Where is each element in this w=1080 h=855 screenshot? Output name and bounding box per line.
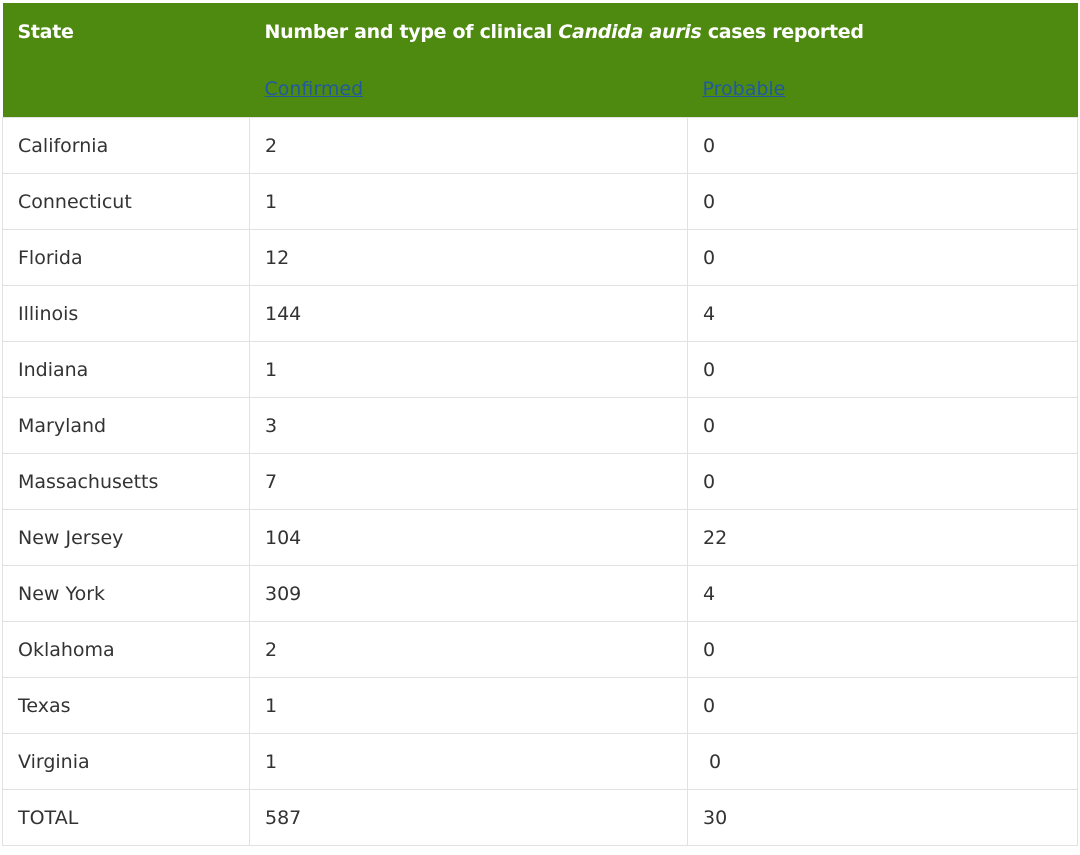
- table-row: Texas 1 0: [2, 677, 1079, 734]
- confirmed-cell: 1: [249, 733, 688, 790]
- candida-auris-cases-table: State Number and type of clinical Candid…: [2, 3, 1079, 846]
- probable-cell: 4: [686, 565, 1079, 622]
- state-cell: Florida: [2, 229, 250, 286]
- state-column-header: State: [2, 3, 250, 61]
- probable-cell: 0: [686, 341, 1079, 398]
- header-spacer: [2, 61, 250, 118]
- probable-column-header: Probable: [687, 61, 1078, 118]
- probable-cell: 4: [686, 285, 1079, 342]
- table-row: Florida 12 0: [2, 229, 1079, 286]
- state-cell: TOTAL: [2, 789, 250, 846]
- confirmed-cell: 2: [249, 117, 688, 174]
- confirmed-cell: 1: [249, 677, 688, 734]
- probable-cell: 0: [686, 677, 1079, 734]
- table-row: Maryland 3 0: [2, 397, 1079, 454]
- probable-cell: 0: [686, 453, 1079, 510]
- state-cell: Connecticut: [2, 173, 250, 230]
- confirmed-link[interactable]: Confirmed: [264, 78, 364, 100]
- confirmed-cell: 2: [249, 621, 688, 678]
- table-row: TOTAL 587 30: [2, 789, 1079, 846]
- confirmed-cell: 1: [249, 341, 688, 398]
- confirmed-column-header: Confirmed: [249, 61, 688, 118]
- state-cell: California: [2, 117, 250, 174]
- table-row: Virginia 1 0: [2, 733, 1079, 790]
- cases-column-header: Number and type of clinical Candida auri…: [249, 3, 1078, 61]
- probable-cell: 0: [686, 173, 1079, 230]
- header-row-titles: State Number and type of clinical Candid…: [2, 3, 1078, 61]
- cases-header-species: Candida auris: [558, 21, 702, 43]
- table-row: Oklahoma 2 0: [2, 621, 1079, 678]
- table-header: State Number and type of clinical Candid…: [2, 3, 1078, 118]
- state-cell: Indiana: [2, 341, 250, 398]
- table-row: Connecticut 1 0: [2, 173, 1079, 230]
- table-row: Illinois 144 4: [2, 285, 1079, 342]
- state-cell: Massachusetts: [2, 453, 250, 510]
- probable-cell: 0: [686, 621, 1079, 678]
- state-cell: New York: [2, 565, 250, 622]
- state-cell: Maryland: [2, 397, 250, 454]
- confirmed-cell: 1: [249, 173, 688, 230]
- confirmed-cell: 309: [249, 565, 688, 622]
- probable-cell: 0: [686, 229, 1079, 286]
- table-row: Massachusetts 7 0: [2, 453, 1079, 510]
- probable-cell: 0: [686, 397, 1079, 454]
- confirmed-cell: 587: [249, 789, 688, 846]
- confirmed-cell: 7: [249, 453, 688, 510]
- state-cell: Texas: [2, 677, 250, 734]
- header-row-types: Confirmed Probable: [2, 61, 1078, 118]
- table-row: California 2 0: [2, 117, 1079, 174]
- probable-cell: 0: [686, 117, 1079, 174]
- state-cell: Oklahoma: [2, 621, 250, 678]
- cases-header-prefix: Number and type of clinical: [264, 21, 559, 43]
- cases-header-suffix: cases reported: [701, 21, 864, 43]
- state-cell: New Jersey: [2, 509, 250, 566]
- probable-cell: 30: [686, 789, 1079, 846]
- state-cell: Illinois: [2, 285, 250, 342]
- table-body: California 2 0 Connecticut 1 0 Florida 12 0 Illin…: [2, 117, 1079, 846]
- probable-link[interactable]: Probable: [702, 78, 786, 100]
- table-row: New Jersey 104 22: [2, 509, 1079, 566]
- confirmed-cell: 144: [249, 285, 688, 342]
- table-row: Indiana 1 0: [2, 341, 1079, 398]
- confirmed-cell: 3: [249, 397, 688, 454]
- confirmed-cell: 12: [249, 229, 688, 286]
- state-cell: Virginia: [2, 733, 250, 790]
- probable-cell: 22: [686, 509, 1079, 566]
- probable-cell: 0: [686, 733, 1079, 790]
- table-row: New York 309 4: [2, 565, 1079, 622]
- confirmed-cell: 104: [249, 509, 688, 566]
